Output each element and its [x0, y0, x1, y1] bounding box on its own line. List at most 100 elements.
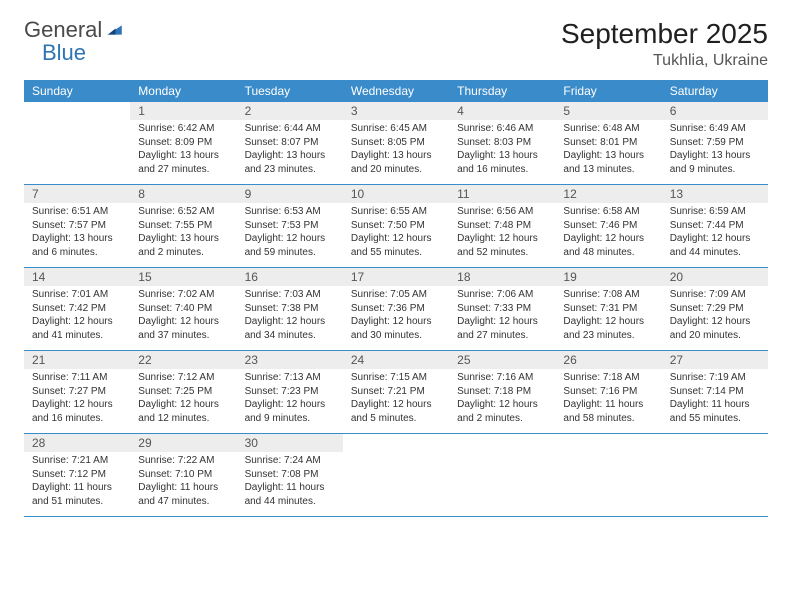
- day-number: 3: [343, 102, 449, 120]
- day-number: 4: [449, 102, 555, 120]
- daylight-line1: Daylight: 12 hours: [351, 398, 441, 412]
- daylight-line1: Daylight: 13 hours: [457, 149, 547, 163]
- sunrise: Sunrise: 7:02 AM: [138, 288, 228, 302]
- day-number: 28: [24, 434, 130, 452]
- daylight-line2: and 37 minutes.: [138, 329, 228, 343]
- sunset: Sunset: 7:44 PM: [670, 219, 760, 233]
- sunset: Sunset: 7:50 PM: [351, 219, 441, 233]
- day-cell: 23Sunrise: 7:13 AMSunset: 7:23 PMDayligh…: [237, 351, 343, 433]
- daylight-line1: Daylight: 13 hours: [32, 232, 122, 246]
- day-info: Sunrise: 7:06 AMSunset: 7:33 PMDaylight:…: [457, 288, 547, 342]
- day-info: Sunrise: 7:05 AMSunset: 7:36 PMDaylight:…: [351, 288, 441, 342]
- title-block: September 2025 Tukhlia, Ukraine: [561, 18, 768, 70]
- sunrise: Sunrise: 6:58 AM: [563, 205, 653, 219]
- week-row: 21 Sunrise: 7:11 AMSunset: 7:27 PMDayligh…: [24, 351, 768, 434]
- week-row: 28 Sunrise: 7:21 AMSunset: 7:12 PMDayligh…: [24, 434, 768, 517]
- day-cell: 25Sunrise: 7:16 AMSunset: 7:18 PMDayligh…: [449, 351, 555, 433]
- day-cell: 7Sunrise: 6:51 AMSunset: 7:57 PMDaylight…: [24, 185, 130, 267]
- sunset: Sunset: 8:01 PM: [563, 136, 653, 150]
- day-cell: 2Sunrise: 6:44 AMSunset: 8:07 PMDaylight…: [237, 102, 343, 184]
- daylight-line2: and 55 minutes.: [670, 412, 760, 426]
- day-cell: 8Sunrise: 6:52 AMSunset: 7:55 PMDaylight…: [130, 185, 236, 267]
- daylight-line2: and 2 minutes.: [457, 412, 547, 426]
- day-number: 21: [24, 351, 130, 369]
- daylight-line1: Daylight: 12 hours: [457, 398, 547, 412]
- daylight-line2: and 13 minutes.: [563, 163, 653, 177]
- sunset: Sunset: 7:36 PM: [351, 302, 441, 316]
- daylight-line1: Daylight: 12 hours: [457, 315, 547, 329]
- sunrise: Sunrise: 7:08 AM: [563, 288, 653, 302]
- daylight-line2: and 16 minutes.: [32, 412, 122, 426]
- day-info: Sunrise: 7:22 AMSunset: 7:10 PMDaylight:…: [138, 454, 228, 508]
- daylight-line2: and 23 minutes.: [563, 329, 653, 343]
- sunset: Sunset: 7:14 PM: [670, 385, 760, 399]
- day-number: 25: [449, 351, 555, 369]
- daylight-line2: and 47 minutes.: [138, 495, 228, 509]
- sunset: Sunset: 7:55 PM: [138, 219, 228, 233]
- day-cell: 18Sunrise: 7:06 AMSunset: 7:33 PMDayligh…: [449, 268, 555, 350]
- daylight-line1: Daylight: 13 hours: [563, 149, 653, 163]
- day-number: 24: [343, 351, 449, 369]
- week-row: 1Sunrise: 6:42 AMSunset: 8:09 PMDaylight…: [24, 102, 768, 185]
- sunrise: Sunrise: 7:15 AM: [351, 371, 441, 385]
- sunset: Sunset: 7:25 PM: [138, 385, 228, 399]
- daylight-line2: and 34 minutes.: [245, 329, 335, 343]
- daylight-line2: and 16 minutes.: [457, 163, 547, 177]
- daylight-line1: Daylight: 11 hours: [563, 398, 653, 412]
- day-cell: [343, 434, 449, 516]
- month-title: September 2025: [561, 18, 768, 50]
- day-cell: 16Sunrise: 7:03 AMSunset: 7:38 PMDayligh…: [237, 268, 343, 350]
- day-cell: 24Sunrise: 7:15 AMSunset: 7:21 PMDayligh…: [343, 351, 449, 433]
- daylight-line1: Daylight: 11 hours: [245, 481, 335, 495]
- calendar: Sunday Monday Tuesday Wednesday Thursday…: [24, 80, 768, 517]
- day-cell: 19Sunrise: 7:08 AMSunset: 7:31 PMDayligh…: [555, 268, 661, 350]
- day-number: 17: [343, 268, 449, 286]
- daylight-line1: Daylight: 12 hours: [670, 315, 760, 329]
- day-number: 14: [24, 268, 130, 286]
- daylight-line1: Daylight: 12 hours: [32, 315, 122, 329]
- day-number: 8: [130, 185, 236, 203]
- sunset: Sunset: 7:12 PM: [32, 468, 122, 482]
- sunrise: Sunrise: 7:09 AM: [670, 288, 760, 302]
- day-cell: [449, 434, 555, 516]
- header: GeneralBlue September 2025 Tukhlia, Ukra…: [24, 18, 768, 70]
- day-number: 23: [237, 351, 343, 369]
- sunrise: Sunrise: 7:19 AM: [670, 371, 760, 385]
- sunrise: Sunrise: 6:55 AM: [351, 205, 441, 219]
- day-cell: 15Sunrise: 7:02 AMSunset: 7:40 PMDayligh…: [130, 268, 236, 350]
- sunrise: Sunrise: 7:12 AM: [138, 371, 228, 385]
- brand-sail-icon: [104, 23, 124, 37]
- daylight-line2: and 6 minutes.: [32, 246, 122, 260]
- day-header-row: Sunday Monday Tuesday Wednesday Thursday…: [24, 80, 768, 102]
- day-cell: 21 Sunrise: 7:11 AMSunset: 7:27 PMDayligh…: [24, 351, 130, 433]
- daylight-line1: Daylight: 12 hours: [670, 232, 760, 246]
- day-info: Sunrise: 7:11 AMSunset: 7:27 PMDaylight:…: [32, 371, 122, 425]
- sunset: Sunset: 7:31 PM: [563, 302, 653, 316]
- day-cell: 14Sunrise: 7:01 AMSunset: 7:42 PMDayligh…: [24, 268, 130, 350]
- sunset: Sunset: 7:23 PM: [245, 385, 335, 399]
- daylight-line2: and 44 minutes.: [670, 246, 760, 260]
- daylight-line2: and 51 minutes.: [32, 495, 122, 509]
- sunrise: Sunrise: 6:52 AM: [138, 205, 228, 219]
- day-info: Sunrise: 7:03 AMSunset: 7:38 PMDaylight:…: [245, 288, 335, 342]
- daylight-line2: and 41 minutes.: [32, 329, 122, 343]
- day-cell: 20Sunrise: 7:09 AMSunset: 7:29 PMDayligh…: [662, 268, 768, 350]
- day-info: Sunrise: 7:12 AMSunset: 7:25 PMDaylight:…: [138, 371, 228, 425]
- location: Tukhlia, Ukraine: [561, 52, 768, 70]
- day-info: Sunrise: 7:18 AMSunset: 7:16 PMDaylight:…: [563, 371, 653, 425]
- sunrise: Sunrise: 6:51 AM: [32, 205, 122, 219]
- daylight-line2: and 20 minutes.: [670, 329, 760, 343]
- sunset: Sunset: 8:03 PM: [457, 136, 547, 150]
- day-info: Sunrise: 6:59 AMSunset: 7:44 PMDaylight:…: [670, 205, 760, 259]
- day-cell: 30Sunrise: 7:24 AMSunset: 7:08 PMDayligh…: [237, 434, 343, 516]
- day-info: Sunrise: 7:21 AMSunset: 7:12 PMDaylight:…: [32, 454, 122, 508]
- daylight-line1: Daylight: 12 hours: [32, 398, 122, 412]
- day-cell: 12Sunrise: 6:58 AMSunset: 7:46 PMDayligh…: [555, 185, 661, 267]
- day-header: Sunday: [24, 80, 130, 102]
- sunrise: Sunrise: 7:05 AM: [351, 288, 441, 302]
- day-cell: 6Sunrise: 6:49 AMSunset: 7:59 PMDaylight…: [662, 102, 768, 184]
- daylight-line1: Daylight: 12 hours: [351, 232, 441, 246]
- day-info: Sunrise: 6:49 AMSunset: 7:59 PMDaylight:…: [670, 122, 760, 176]
- day-header: Friday: [555, 80, 661, 102]
- daylight-line2: and 59 minutes.: [245, 246, 335, 260]
